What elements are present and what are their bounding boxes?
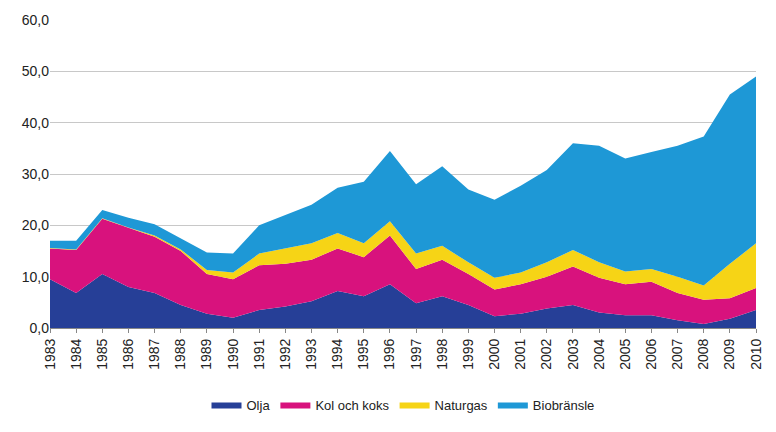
svg-text:1987: 1987 <box>146 338 162 369</box>
svg-text:2008: 2008 <box>695 338 711 369</box>
svg-text:Kol och koks: Kol och koks <box>315 398 389 413</box>
svg-text:1985: 1985 <box>94 338 110 369</box>
svg-text:60,0: 60,0 <box>22 12 49 28</box>
svg-text:30,0: 30,0 <box>22 166 49 182</box>
svg-text:40,0: 40,0 <box>22 115 49 131</box>
svg-text:20,0: 20,0 <box>22 217 49 233</box>
svg-text:2009: 2009 <box>721 338 737 369</box>
svg-text:2006: 2006 <box>643 338 659 369</box>
svg-text:1984: 1984 <box>68 338 84 369</box>
svg-text:1989: 1989 <box>198 338 214 369</box>
svg-text:1990: 1990 <box>225 338 241 369</box>
svg-text:1997: 1997 <box>408 338 424 369</box>
svg-text:1983: 1983 <box>42 338 58 369</box>
svg-text:10,0: 10,0 <box>22 269 49 285</box>
svg-text:1999: 1999 <box>460 338 476 369</box>
svg-text:Biobränsle: Biobränsle <box>533 398 594 413</box>
svg-text:2001: 2001 <box>512 338 528 369</box>
svg-text:2000: 2000 <box>486 338 502 369</box>
svg-text:0,0: 0,0 <box>30 320 50 336</box>
svg-text:1988: 1988 <box>172 338 188 369</box>
svg-text:1995: 1995 <box>355 338 371 369</box>
svg-text:1994: 1994 <box>329 338 345 369</box>
svg-text:1986: 1986 <box>120 338 136 369</box>
svg-text:2007: 2007 <box>669 338 685 369</box>
svg-text:Naturgas: Naturgas <box>435 398 488 413</box>
svg-text:2005: 2005 <box>617 338 633 369</box>
svg-text:50,0: 50,0 <box>22 63 49 79</box>
svg-text:2010: 2010 <box>748 338 764 369</box>
svg-text:1992: 1992 <box>277 338 293 369</box>
svg-text:2002: 2002 <box>538 338 554 369</box>
svg-text:1996: 1996 <box>381 338 397 369</box>
svg-text:1993: 1993 <box>303 338 319 369</box>
svg-text:2003: 2003 <box>565 338 581 369</box>
svg-text:1998: 1998 <box>434 338 450 369</box>
svg-text:1991: 1991 <box>251 338 267 369</box>
svg-text:2004: 2004 <box>591 338 607 369</box>
svg-text:Olja: Olja <box>247 398 271 413</box>
